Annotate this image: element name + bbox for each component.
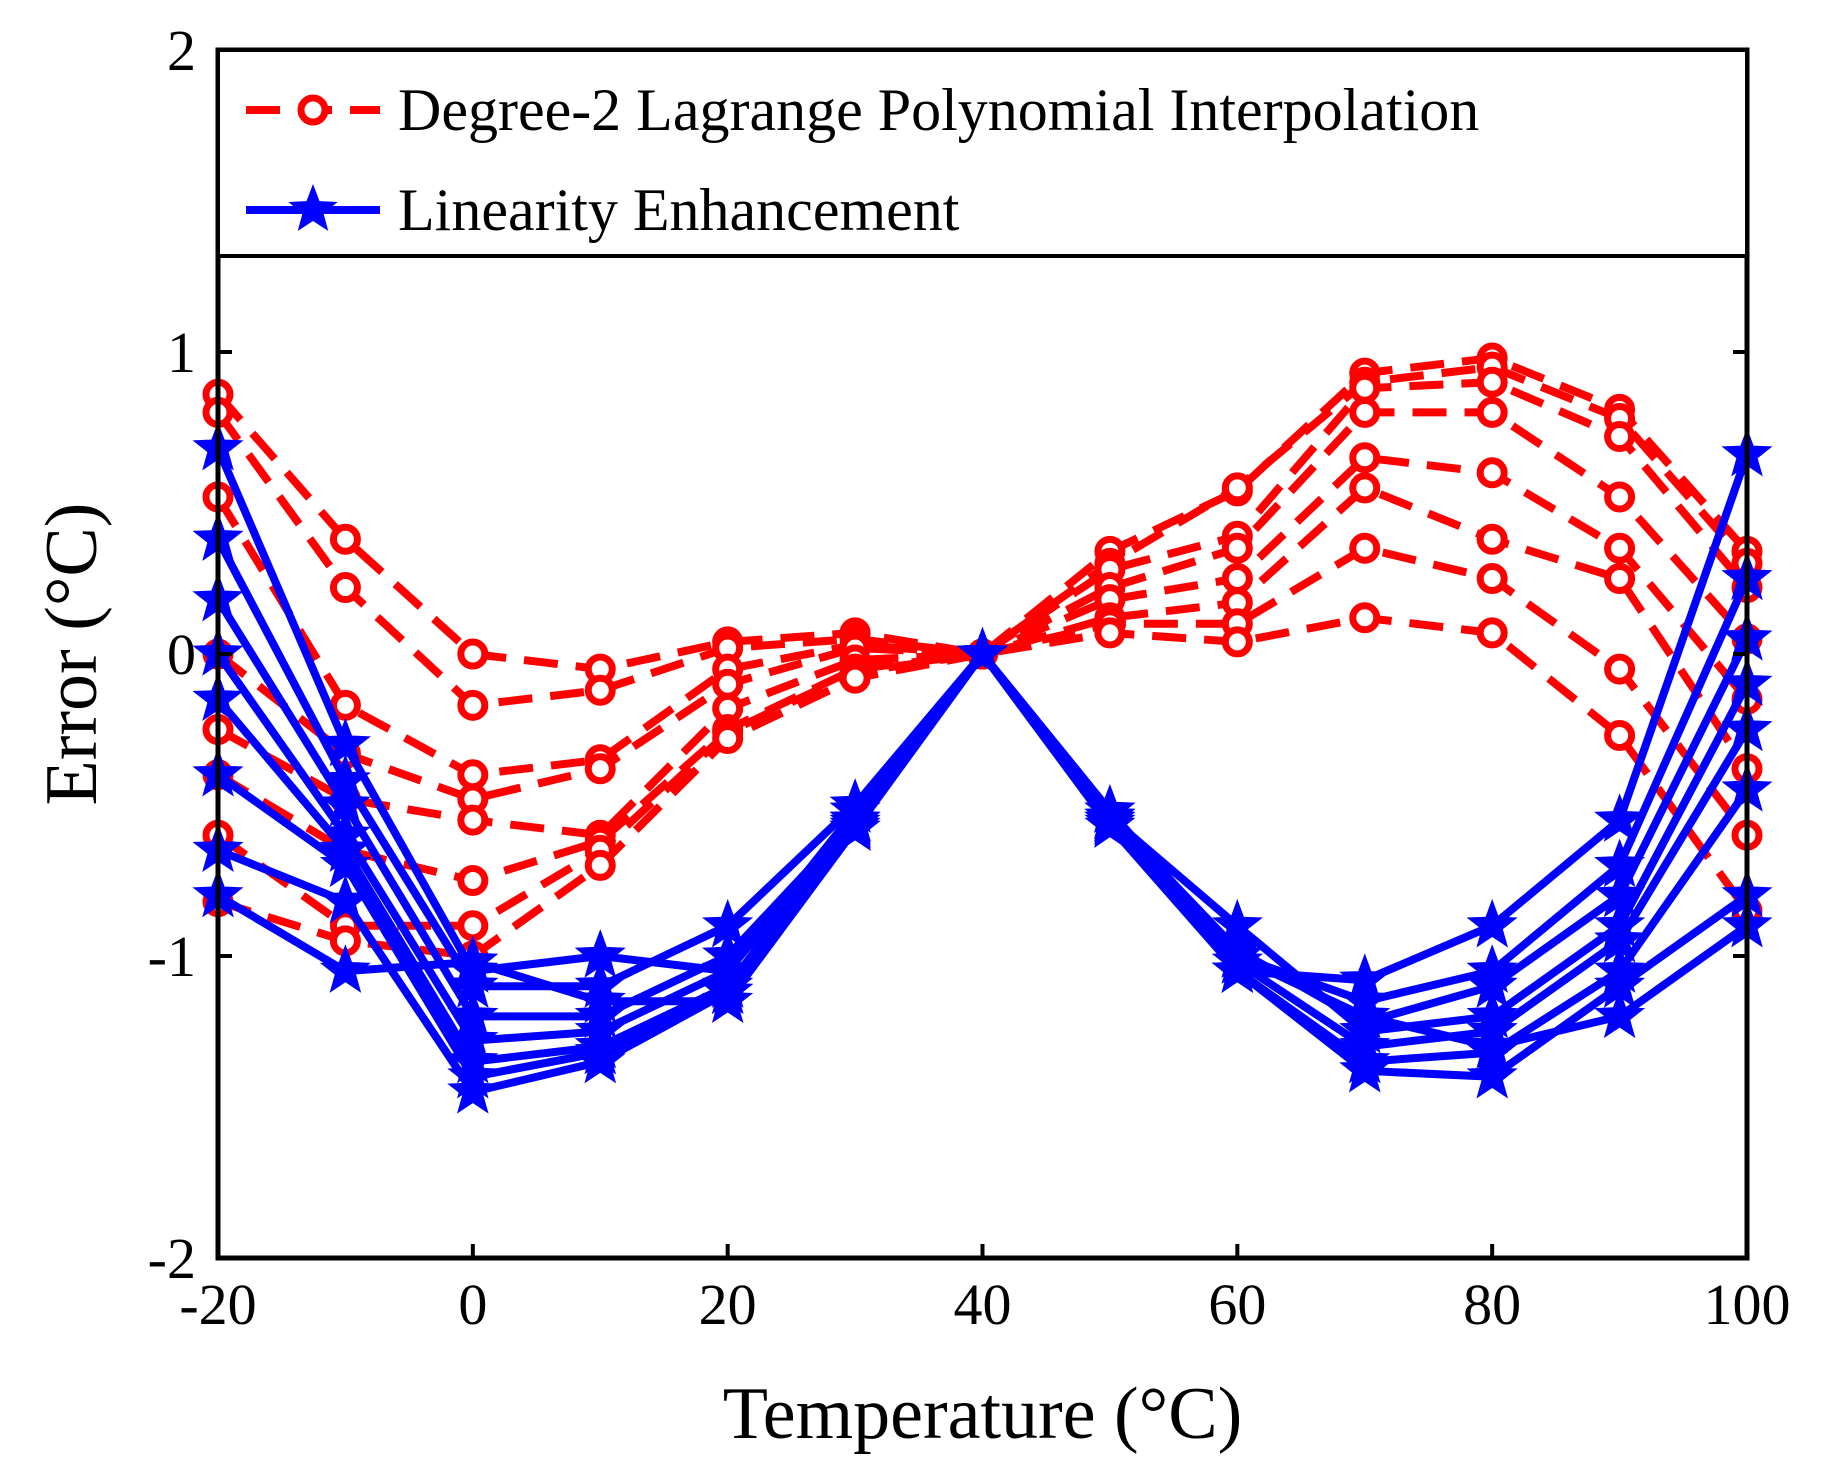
y-tick-label: -2 bbox=[148, 1226, 196, 1291]
linearity-series-1-point-12 bbox=[1594, 793, 1646, 842]
x-tick-label: 60 bbox=[1208, 1272, 1266, 1337]
lagrange-series-4-point-5 bbox=[712, 668, 744, 700]
lagrange-series-3-point-3 bbox=[457, 759, 489, 791]
lagrange-series-6-point-12 bbox=[1604, 563, 1636, 594]
linearity-series-8-point-2 bbox=[319, 944, 371, 993]
y-tick-label: 1 bbox=[167, 320, 196, 385]
lagrange-series-8-point-10 bbox=[1349, 602, 1381, 634]
linearity-series-8-point-11 bbox=[1466, 1019, 1518, 1069]
lagrange-series-2-point-2 bbox=[329, 572, 361, 604]
lagrange-series-8-point-9 bbox=[1221, 626, 1253, 658]
lagrange-series-8-point-12 bbox=[1604, 720, 1636, 752]
x-tick-label: 20 bbox=[699, 1272, 757, 1337]
y-tick-label: 2 bbox=[167, 18, 196, 83]
linearity-series-1-point-11 bbox=[1466, 898, 1518, 948]
lagrange-series-7-point-10 bbox=[1349, 532, 1381, 564]
lagrange-series-2-point-4 bbox=[584, 674, 616, 706]
series-group-2 bbox=[192, 421, 1773, 1114]
lagrange-series-6-point-3 bbox=[457, 865, 489, 896]
legend: Degree-2 Lagrange Polynomial Interpolati… bbox=[216, 48, 1749, 258]
lagrange-series-5-point-3 bbox=[457, 804, 489, 836]
lagrange-series-8-point-6 bbox=[839, 662, 871, 694]
lagrange-series-3-point-2 bbox=[329, 689, 361, 721]
lagrange-series-4-point-12 bbox=[1604, 481, 1636, 513]
linearity-series-8-point-7 bbox=[956, 627, 1009, 676]
linearity-series-7-point-11 bbox=[1466, 1049, 1518, 1099]
linearity-series-7-point-9 bbox=[1211, 944, 1263, 993]
linearity-series-8-point-12 bbox=[1594, 989, 1646, 1039]
x-axis-title: Temperature (°C) bbox=[723, 1373, 1243, 1455]
y-axis-title: Error (°C) bbox=[31, 503, 113, 806]
lagrange-series-8-point-5 bbox=[712, 723, 744, 755]
plot-marks bbox=[192, 342, 1773, 1114]
lagrange-series-6-point-10 bbox=[1349, 472, 1381, 504]
lagrange-series-5-point-10 bbox=[1349, 442, 1381, 474]
legend-entry-2: Linearity Enhancement bbox=[246, 177, 960, 243]
legend-entries: Degree-2 Lagrange Polynomial Interpolati… bbox=[246, 77, 1479, 243]
lagrange-series-4-point-9 bbox=[1221, 532, 1253, 564]
linearity-series-8-point-6 bbox=[829, 802, 881, 851]
lagrange-series-4-point-4 bbox=[584, 753, 616, 785]
lagrange-series-7-point-11 bbox=[1476, 563, 1508, 594]
y-tick-label: 0 bbox=[167, 622, 196, 687]
linearity-series-8-point-3 bbox=[447, 935, 499, 984]
lagrange-series-3-point-11 bbox=[1476, 366, 1508, 398]
linearity-series-7-point-4 bbox=[574, 1034, 626, 1084]
legend-marker-star bbox=[288, 184, 338, 231]
x-tick-label: 80 bbox=[1463, 1272, 1521, 1337]
legend-label-2: Linearity Enhancement bbox=[398, 177, 960, 243]
linearity-series-7-point-10 bbox=[1339, 1043, 1391, 1093]
x-tick-label: -20 bbox=[179, 1272, 256, 1337]
lagrange-series-6-point-11 bbox=[1476, 523, 1508, 555]
linearity-series-8-point-10 bbox=[1339, 989, 1391, 1039]
lagrange-series-3-point-10 bbox=[1349, 372, 1381, 404]
lagrange-series-8-point-11 bbox=[1476, 617, 1508, 649]
linearity-series-8-point-8 bbox=[1084, 793, 1136, 842]
y-tick-label: -1 bbox=[148, 924, 196, 989]
lagrange-series-1-point-3 bbox=[457, 638, 489, 670]
lagrange-series-4-point-11 bbox=[1476, 396, 1508, 428]
lagrange-series-1-point-2 bbox=[329, 523, 361, 555]
legend-marker-circle bbox=[297, 94, 329, 126]
lagrange-series-2-point-3 bbox=[457, 689, 489, 721]
lagrange-series-3-point-12 bbox=[1604, 421, 1636, 453]
axes: -20 0 20 40 60 80 100 -2 -1 0 1 2 bbox=[148, 18, 1791, 1337]
lagrange-series-4-point-10 bbox=[1349, 396, 1381, 428]
linearity-series-8-point-4 bbox=[574, 974, 626, 1024]
lagrange-series-7-point-3 bbox=[457, 910, 489, 942]
linearity-series-7-point-2 bbox=[319, 874, 371, 924]
x-tick-label: 40 bbox=[954, 1272, 1012, 1337]
x-tick-label: 100 bbox=[1704, 1272, 1791, 1337]
x-tick-label: 0 bbox=[458, 1272, 487, 1337]
lagrange-series-5-point-12 bbox=[1604, 532, 1636, 564]
lagrange-series-7-point-12 bbox=[1604, 653, 1636, 685]
legend-entry-1: Degree-2 Lagrange Polynomial Interpolati… bbox=[246, 77, 1479, 143]
linearity-series-7-point-3 bbox=[447, 1065, 499, 1114]
lagrange-series-8-point-8 bbox=[1094, 617, 1126, 649]
lagrange-series-5-point-11 bbox=[1476, 457, 1508, 489]
legend-label-1: Degree-2 Lagrange Polynomial Interpolati… bbox=[398, 77, 1479, 143]
lagrange-series-5-point-9 bbox=[1221, 563, 1253, 594]
lagrange-series-2-point-9 bbox=[1221, 472, 1253, 504]
lagrange-series-8-point-4 bbox=[584, 849, 616, 881]
legend-box bbox=[216, 48, 1749, 258]
linearity-series-8-point-9 bbox=[1211, 929, 1263, 978]
linearity-series-8-point-5 bbox=[702, 974, 754, 1024]
